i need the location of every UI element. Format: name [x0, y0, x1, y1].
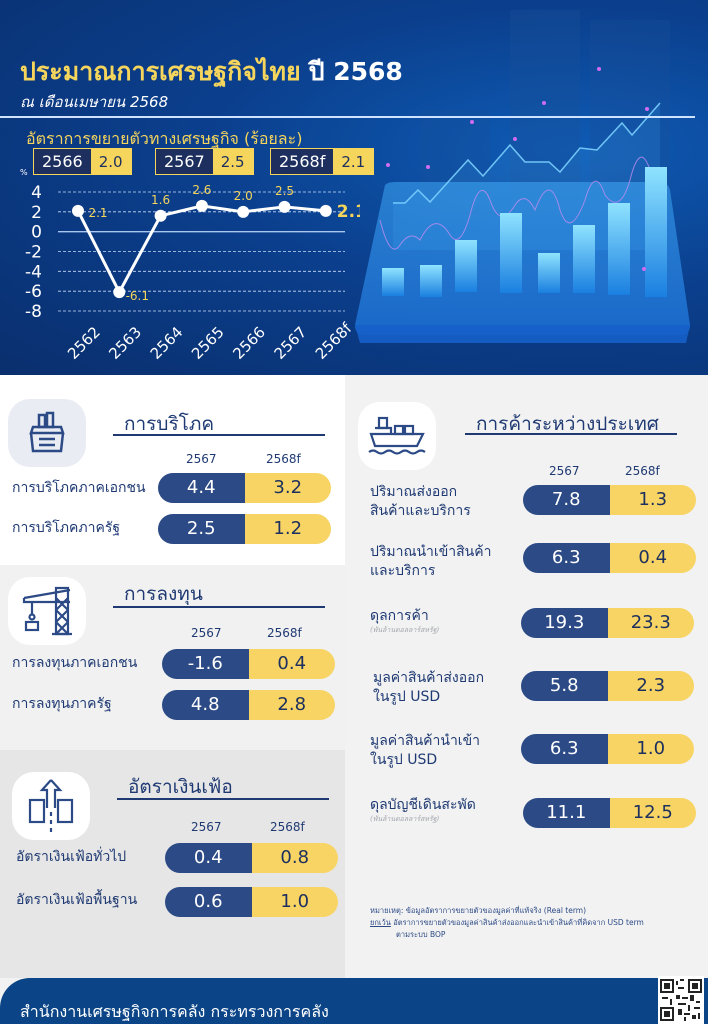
data-point: [72, 204, 84, 217]
row-label-government-investment: การลงทุนภาครัฐ: [12, 696, 112, 712]
x-tick-label: 2567: [271, 323, 311, 363]
row-label-private-investment: การลงทุนภาคเอกชน: [12, 655, 138, 671]
data-label: -6.1: [126, 289, 149, 303]
year-box-2566: 2566 2.0: [33, 148, 132, 175]
column-header-2567: 2567: [191, 820, 222, 834]
decorative-3d-bar-chart-illustration: [355, 10, 690, 343]
construction-crane-icon: [8, 577, 86, 645]
title-underline: [113, 434, 325, 436]
data-point: [195, 199, 208, 212]
organization-name: สำนักงานเศรษฐกิจการคลัง กระทรวงการคลัง: [20, 1002, 329, 1021]
header-banner: ประมาณการเศรษฐกิจไทย ปี 2568 ณ เดือนเมษาย…: [0, 0, 708, 375]
y-tick-label: -8: [25, 302, 42, 322]
row-label-government-consumption: การบริโภคภาครัฐ: [12, 520, 121, 536]
x-tick-label: 2565: [188, 323, 228, 363]
column-header-2568f: 2568f: [270, 820, 305, 834]
data-point: [278, 200, 291, 213]
investment-title: การลงทุน: [124, 583, 203, 605]
value-pill-export-value-usd: 5.8 2.3: [521, 671, 694, 701]
column-header-2568f: 2568f: [266, 452, 301, 466]
consumption-panel: การบริโภค 2567 2568f การบริโภคภาคเอกชน 4…: [0, 375, 345, 565]
value-pill-headline-inflation: 0.4 0.8: [165, 843, 338, 873]
x-tick-label: 2564: [147, 323, 187, 363]
row-label-export-value-usd: มูลค่าสินค้าส่งออก ในรูป USD: [373, 670, 485, 705]
inflation-title: อัตราเงินเฟ้อ: [128, 776, 233, 798]
header-divider: [0, 116, 695, 118]
value-pill-government-investment: 4.8 2.8: [162, 690, 335, 720]
qr-code-icon[interactable]: [658, 976, 704, 1024]
inflation-panel: อัตราเงินเฟ้อ 2567 2568f อัตราเงินเฟ้อทั…: [0, 750, 345, 978]
y-tick-label: -4: [25, 262, 42, 282]
title-underline: [113, 606, 325, 608]
growth-chart-title: อัตราการขยายตัวทางเศรษฐกิจ (ร้อยละ): [26, 129, 303, 148]
y-tick-label: 2: [31, 203, 42, 223]
trade-title: การค้าระหว่างประเทศ: [476, 413, 659, 435]
data-label: 1.6: [151, 193, 170, 207]
percent-unit-label: %: [20, 168, 28, 177]
x-tick-label: 2563: [105, 323, 145, 363]
x-tick-label: 2562: [64, 323, 104, 363]
column-header-2568f: 2568f: [267, 626, 302, 640]
column-header-2567: 2567: [549, 464, 580, 478]
row-label-trade-balance: ดุลการค้า (พันล้านดอลลาร์สหรัฐ): [370, 608, 440, 634]
row-label-core-inflation: อัตราเงินเฟ้อพื้นฐาน: [16, 892, 138, 908]
x-tick-label: 2568f: [312, 319, 356, 363]
title-underline: [465, 433, 677, 435]
value-pill-import-volume: 6.3 0.4: [523, 543, 696, 573]
year-box-2568f: 2568f 2.1: [270, 148, 375, 175]
gdp-growth-line-chart: 420-2-4-6-82.1-6.11.62.62.02.52.12562256…: [25, 183, 360, 363]
year-box-2567: 2567 2.5: [155, 148, 254, 175]
value-pill-current-account: 11.1 12.5: [523, 798, 696, 828]
data-label: 2.5: [275, 184, 294, 198]
data-label: 2.6: [192, 183, 211, 197]
cargo-ship-icon: [358, 402, 436, 470]
row-label-headline-inflation: อัตราเงินเฟ้อทั่วไป: [16, 849, 127, 865]
data-point: [319, 204, 332, 217]
row-label-import-value-usd: มูลค่าสินค้านำเข้า ในรูป USD: [370, 733, 481, 768]
data-point: [237, 205, 250, 218]
y-tick-label: 4: [31, 183, 42, 203]
column-header-2568f: 2568f: [625, 464, 660, 478]
row-label-import-volume: ปริมาณนำเข้าสินค้า และบริการ: [370, 544, 492, 579]
column-header-2567: 2567: [191, 626, 222, 640]
as-of-date: ณ เดือนเมษายน 2568: [20, 93, 169, 111]
column-header-2567: 2567: [186, 452, 217, 466]
value-pill-private-investment: -1.6 0.4: [162, 649, 335, 679]
data-label: 2.1: [88, 206, 107, 220]
y-tick-label: -2: [25, 243, 42, 263]
row-label-current-account: ดุลบัญชีเดินสะพัด (พันล้านดอลลาร์สหรัฐ): [370, 797, 476, 823]
footnote: หมายเหตุ: ข้อมูลอัตราการขยายตัวของมูลค่า…: [370, 906, 644, 939]
x-tick-label: 2566: [229, 323, 269, 363]
y-tick-label: 0: [31, 223, 42, 243]
data-label: 2.1: [337, 202, 360, 222]
footer-banner: สำนักงานเศรษฐกิจการคลัง กระทรวงการคลัง: [0, 978, 708, 1024]
value-pill-trade-balance: 19.3 23.3: [521, 608, 694, 638]
consumption-title: การบริโภค: [124, 413, 215, 435]
data-point: [154, 209, 167, 222]
shopping-basket-icon: [8, 399, 86, 467]
international-trade-panel: การค้าระหว่างประเทศ 2567 2568f ปริมาณส่ง…: [345, 375, 708, 978]
row-label-export-volume: ปริมาณส่งออก สินค้าและบริการ: [370, 484, 471, 519]
data-label: 2.0: [234, 189, 253, 203]
value-pill-export-volume: 7.8 1.3: [523, 485, 696, 515]
investment-panel: การลงทุน 2567 2568f การลงทุนภาคเอกชน -1.…: [0, 565, 345, 750]
title-underline: [117, 798, 329, 800]
value-pill-import-value-usd: 6.3 1.0: [521, 734, 694, 764]
value-pill-core-inflation: 0.6 1.0: [165, 887, 338, 917]
data-point: [113, 286, 126, 299]
row-label-private-consumption: การบริโภคภาคเอกชน: [12, 480, 146, 496]
y-tick-label: -6: [25, 282, 42, 302]
inflation-arrow-icon: [12, 772, 90, 840]
page-title: ประมาณการเศรษฐกิจไทย ปี 2568: [20, 57, 403, 86]
value-pill-government-consumption: 2.5 1.2: [158, 514, 331, 544]
value-pill-private-consumption: 4.4 3.2: [158, 473, 331, 503]
